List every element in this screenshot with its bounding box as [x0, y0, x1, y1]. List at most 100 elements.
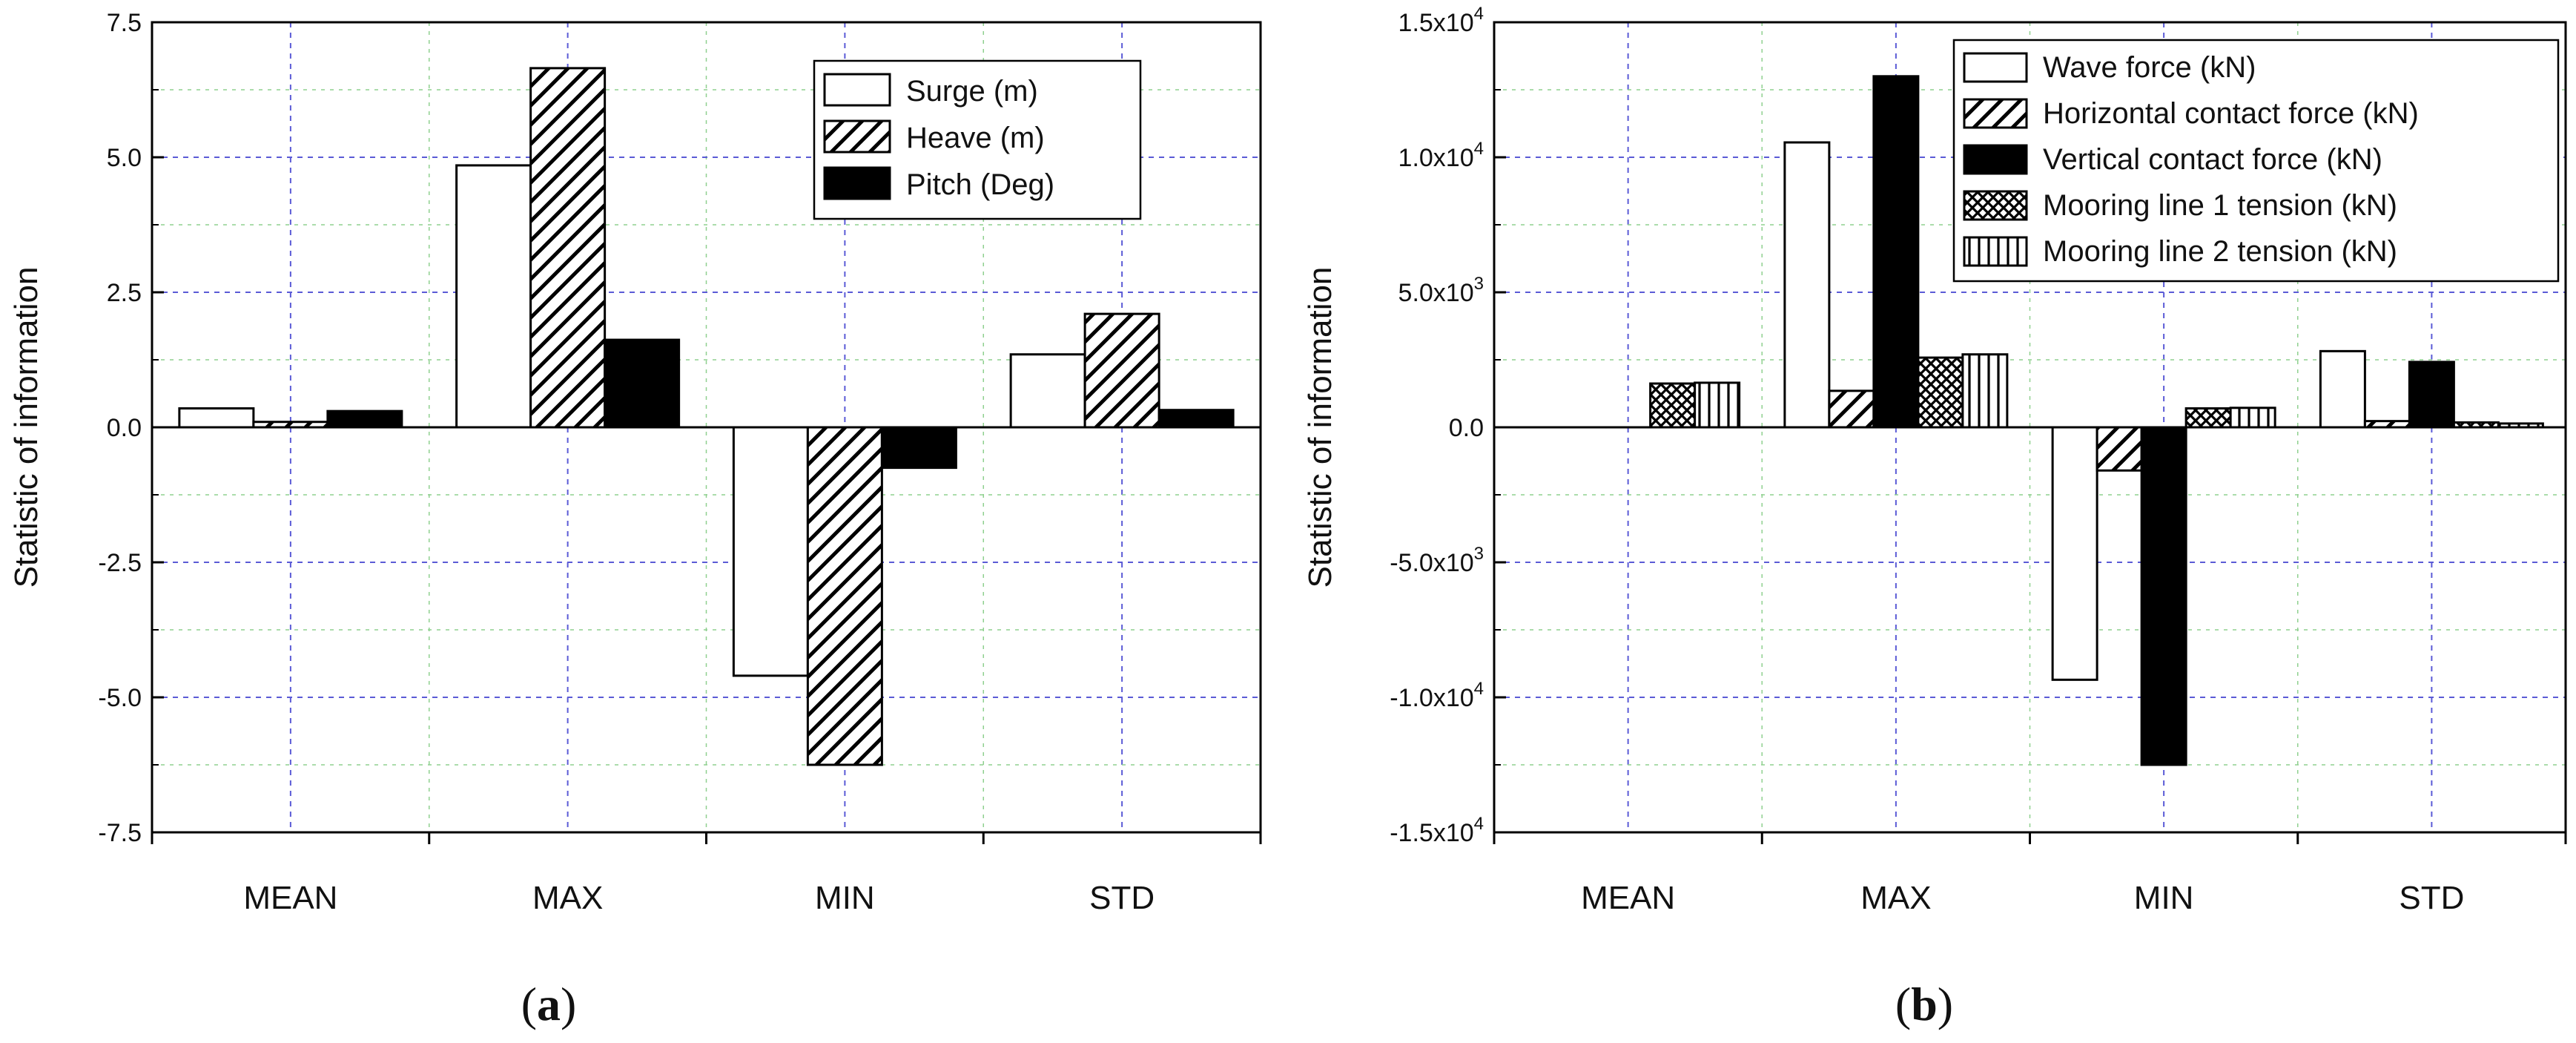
bar-b-std-s3 [2408, 361, 2455, 429]
y-tick-label-exponent: 3 [1474, 544, 1484, 564]
legend-swatch [1963, 52, 2028, 83]
legend-swatch [823, 166, 891, 200]
legend-swatch [823, 73, 891, 107]
bar-b-max-s2 [1828, 389, 1875, 429]
y-tick-label: -1.5x104 [1390, 814, 1484, 847]
y-tick-label: -5.0 [98, 684, 142, 712]
bar-a-min-s3 [880, 426, 957, 470]
y-tick-label-mantissa: -5.0x10 [1390, 549, 1473, 577]
y-tick-label: -1.0x104 [1390, 679, 1484, 712]
y-tick-label: 7.5 [107, 9, 142, 37]
y-tick-label-exponent: 4 [1474, 679, 1484, 699]
y-axis-title-a: Statistic of information [8, 267, 44, 588]
y-tick-label: -5.0x103 [1390, 544, 1484, 577]
bar-b-max-s4 [1917, 356, 1964, 429]
x-category-label: MIN [815, 880, 875, 916]
y-tick-label-exponent: 3 [1474, 274, 1484, 294]
bar-a-min-s2 [806, 426, 883, 766]
panel-label-a-open: ( [521, 978, 537, 1030]
panel-label-a: (a) [521, 978, 577, 1030]
legend-label: Mooring line 1 tension (kN) [2043, 189, 2397, 222]
legend-b: Wave force (kN) Horizontal contact force … [1952, 39, 2560, 283]
bar-a-std-s2 [1083, 312, 1160, 429]
y-ticks-b: -1.5x104-1.0x104-5.0x1030.05.0x1031.0x10… [1390, 4, 2567, 847]
bar-b-max-s1 [1783, 141, 1831, 429]
legend-swatch [1963, 98, 2028, 129]
legend-label: Surge (m) [906, 75, 1038, 108]
panel-label-b-letter: b [1911, 978, 1938, 1030]
y-ticks-a: -7.5 -5.0 -2.5 0.0 2.5 5.0 7.5 [98, 9, 1262, 847]
y-tick-label: 5.0x103 [1398, 274, 1484, 307]
bar-b-mean-s4 [1649, 382, 1697, 429]
bar-b-std-s2 [2363, 420, 2411, 429]
x-categories-a: MEAN MAX MIN STD [243, 880, 1155, 916]
x-category-label: STD [2399, 880, 2464, 916]
y-tick-label: 5.0 [107, 144, 142, 172]
y-tick-label-mantissa: 0.0 [1449, 414, 1484, 442]
chart-panel-a: -7.5 -5.0 -2.5 0.0 2.5 5.0 7.5 MEAN MAX MIN STD S… [8, 9, 1262, 1030]
bar-a-max-s3 [604, 338, 681, 429]
y-tick-label-mantissa: 5.0x10 [1398, 279, 1474, 307]
bar-a-mean-s2 [252, 421, 329, 429]
legend-swatch [1963, 190, 2028, 221]
bars-b [1516, 75, 2544, 766]
bar-a-std-s3 [1157, 409, 1235, 429]
y-tick-label: -2.5 [98, 549, 142, 577]
y-tick-label-exponent: 4 [1474, 814, 1484, 834]
panel-label-a-close: ) [561, 978, 576, 1030]
bar-a-max-s2 [529, 67, 607, 429]
legend-label: Vertical contact force (kN) [2043, 143, 2382, 176]
bar-a-mean-s1 [178, 407, 255, 429]
legend-swatch [1963, 144, 2028, 175]
bars-a [178, 67, 1235, 766]
y-axis-title-b: Statistic of information [1302, 267, 1338, 588]
bar-b-mean-s5 [1694, 381, 1741, 429]
y-tick-label: -7.5 [98, 819, 142, 847]
y-tick-label-exponent: 4 [1474, 4, 1484, 24]
bar-b-min-s5 [2229, 407, 2276, 429]
y-tick-label: 0.0 [107, 414, 142, 442]
panel-label-b-open: ( [1895, 978, 1911, 1030]
y-tick-label: 1.5x104 [1398, 4, 1484, 37]
x-category-label: MEAN [1581, 880, 1675, 916]
bar-b-std-s4 [2452, 421, 2500, 429]
panel-label-b: (b) [1895, 978, 1953, 1030]
legend-label: Mooring line 2 tension (kN) [2043, 235, 2397, 268]
legend-swatch [823, 119, 891, 154]
y-tick-label: 2.5 [107, 279, 142, 307]
bar-b-min-s3 [2140, 426, 2187, 766]
y-tick-label: 1.0x104 [1398, 139, 1484, 172]
legend-label: Wave force (kN) [2043, 51, 2256, 84]
bar-b-min-s4 [2184, 407, 2232, 429]
x-category-label: MAX [532, 880, 603, 916]
x-category-label: MIN [2134, 880, 2194, 916]
bar-b-max-s5 [1961, 353, 2009, 429]
x-category-label: STD [1089, 880, 1155, 916]
y-tick-label-mantissa: -1.0x10 [1390, 684, 1473, 712]
legend-swatch [1963, 236, 2028, 267]
panel-label-b-close: ) [1938, 978, 1953, 1030]
bar-b-min-s2 [2096, 426, 2143, 472]
x-categories-b: MEAN MAX MIN STD [1581, 880, 2464, 916]
y-tick-label-mantissa: -1.5x10 [1390, 819, 1473, 847]
legend-label: Heave (m) [906, 122, 1045, 154]
y-tick-label-exponent: 4 [1474, 139, 1484, 159]
legend-label: Pitch (Deg) [906, 168, 1054, 201]
bar-b-std-s1 [2319, 349, 2366, 429]
bar-b-std-s5 [2497, 422, 2544, 429]
bar-a-mean-s3 [326, 409, 403, 429]
y-tick-label: 0.0 [1449, 414, 1484, 442]
bar-b-max-s3 [1872, 75, 1920, 429]
bar-a-std-s1 [1009, 353, 1086, 429]
legend-label: Horizontal contact force (kN) [2043, 97, 2419, 130]
y-tick-label-mantissa: 1.5x10 [1398, 9, 1474, 37]
panel-label-a-letter: a [537, 978, 561, 1030]
bar-b-min-s1 [2051, 426, 2098, 681]
legend-a: Surge (m) Heave (m) Pitch (Deg) [813, 59, 1142, 220]
x-category-label: MAX [1860, 880, 1931, 916]
y-tick-label-mantissa: 1.0x10 [1398, 144, 1474, 172]
legend-box [1952, 39, 2560, 283]
x-category-label: MEAN [243, 880, 337, 916]
chart-panel-b: -1.5x104-1.0x104-5.0x1030.05.0x1031.0x10… [1302, 4, 2567, 1030]
